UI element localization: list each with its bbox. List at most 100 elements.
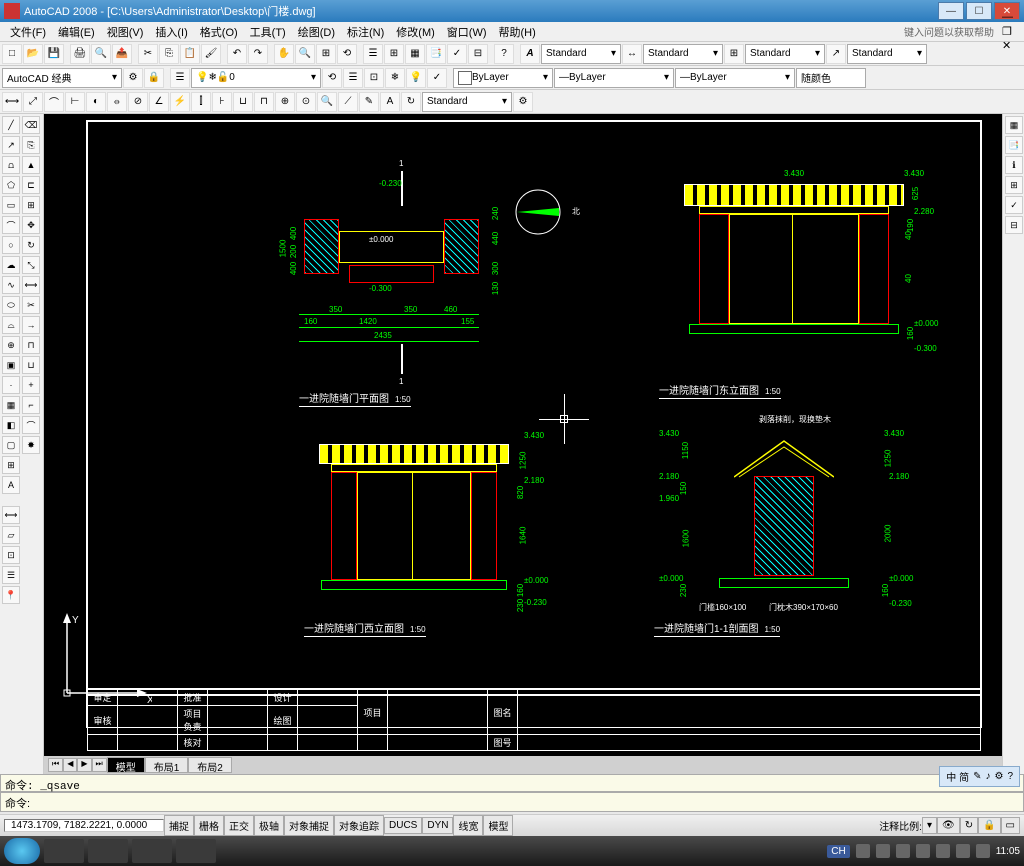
insert-tool[interactable]: ⊕ xyxy=(2,336,20,354)
doc-minimize-button[interactable]: — xyxy=(1002,11,1020,25)
area-tool[interactable]: ▱ xyxy=(2,526,20,544)
markup-set-button[interactable]: ✓ xyxy=(1005,196,1023,214)
menu-modify[interactable]: 修改(M) xyxy=(390,22,441,42)
linetype-combo[interactable]: — ByLayer▾ xyxy=(554,68,674,88)
zoom-window-button[interactable]: ⊞ xyxy=(316,44,336,64)
jogged-linear-button[interactable]: ⟋ xyxy=(338,92,358,112)
mleader-style-icon[interactable]: ↗ xyxy=(826,44,846,64)
polygon-tool[interactable]: ⬠ xyxy=(2,176,20,194)
chamfer-tool[interactable]: ⌐ xyxy=(22,396,40,414)
snap-toggle[interactable]: 捕捉 xyxy=(164,815,194,836)
maximize-button[interactable]: ☐ xyxy=(966,2,992,20)
rotate-tool[interactable]: ↻ xyxy=(22,236,40,254)
table-style-icon[interactable]: ⊞ xyxy=(724,44,744,64)
rectangle-tool[interactable]: ▭ xyxy=(2,196,20,214)
tab-next[interactable]: ▶ xyxy=(77,758,91,772)
list-tool[interactable]: ☰ xyxy=(2,566,20,584)
cut-button[interactable]: ✂ xyxy=(138,44,158,64)
zoom-previous-button[interactable]: ⟲ xyxy=(337,44,357,64)
tray-icon[interactable] xyxy=(856,844,870,858)
publish-button[interactable]: 📤 xyxy=(112,44,132,64)
sheet-set-button[interactable]: 📑 xyxy=(1005,136,1023,154)
break-tool[interactable]: ⊔ xyxy=(22,356,40,374)
table-tool[interactable]: ⊞ xyxy=(2,456,20,474)
lock-ui-button[interactable]: 🔒 xyxy=(978,817,1000,834)
taskbar-item[interactable] xyxy=(44,839,84,863)
dim-diameter-button[interactable]: ⊘ xyxy=(128,92,148,112)
trim-tool[interactable]: ✂ xyxy=(22,296,40,314)
distance-tool[interactable]: ⟷ xyxy=(2,506,20,524)
extend-tool[interactable]: → xyxy=(22,316,40,334)
point-tool[interactable]: · xyxy=(2,376,20,394)
line-tool[interactable]: ╱ xyxy=(2,116,20,134)
menu-dimension[interactable]: 标注(N) xyxy=(341,22,390,42)
dim-linear-button[interactable]: ⟷ xyxy=(2,92,22,112)
ellipse-arc-tool[interactable]: ⌓ xyxy=(2,316,20,334)
plotstyle-combo[interactable]: 随颜色 xyxy=(796,68,866,88)
preview-button[interactable]: 🔍 xyxy=(91,44,111,64)
copy-button[interactable]: ⎘ xyxy=(159,44,179,64)
layer-manager-button[interactable]: ☰ xyxy=(170,68,190,88)
dim-quick-button[interactable]: ⚡ xyxy=(170,92,190,112)
dim-radius-button[interactable]: ◐ xyxy=(86,92,106,112)
center-mark-button[interactable]: ⊙ xyxy=(296,92,316,112)
region-tool[interactable]: ▢ xyxy=(2,436,20,454)
tray-icon[interactable] xyxy=(916,844,930,858)
taskbar-item[interactable] xyxy=(132,839,172,863)
menu-view[interactable]: 视图(V) xyxy=(101,22,150,42)
xline-tool[interactable]: ↗ xyxy=(2,136,20,154)
menu-draw[interactable]: 绘图(D) xyxy=(292,22,341,42)
osnap-toggle[interactable]: 对象捕捉 xyxy=(284,815,334,836)
zoom-button[interactable]: 🔍 xyxy=(295,44,315,64)
pline-tool[interactable]: ⩍ xyxy=(2,156,20,174)
start-button[interactable] xyxy=(4,838,40,864)
erase-tool[interactable]: ⌫ xyxy=(22,116,40,134)
clock[interactable]: 11:05 xyxy=(996,846,1020,857)
tray-icon[interactable] xyxy=(936,844,950,858)
open-button[interactable]: 📂 xyxy=(23,44,43,64)
ortho-toggle[interactable]: 正交 xyxy=(224,815,254,836)
fillet-tool[interactable]: ⌒ xyxy=(22,416,40,434)
dim-continue-button[interactable]: ⊦ xyxy=(212,92,232,112)
layer-iso-button[interactable]: ⊡ xyxy=(364,68,384,88)
id-tool[interactable]: 📍 xyxy=(2,586,20,604)
menu-file[interactable]: 文件(F) xyxy=(4,22,52,42)
dim-angular-button[interactable]: ∠ xyxy=(149,92,169,112)
stretch-tool[interactable]: ⟷ xyxy=(22,276,40,294)
dim-style-icon[interactable]: ↔ xyxy=(622,44,642,64)
menu-window[interactable]: 窗口(W) xyxy=(441,22,493,42)
info-palette-button[interactable]: ℹ xyxy=(1005,156,1023,174)
copy-tool[interactable]: ⎘ xyxy=(22,136,40,154)
dimstyle-button[interactable]: ⚙ xyxy=(513,92,533,112)
tab-model[interactable]: 模型 xyxy=(107,757,145,773)
ime-bar[interactable]: 中 简✎♪⚙? xyxy=(939,766,1020,787)
menu-insert[interactable]: 插入(I) xyxy=(149,22,193,42)
layer-state-button[interactable]: ☰ xyxy=(343,68,363,88)
tab-last[interactable]: ⏭ xyxy=(92,758,107,772)
color-combo[interactable]: ByLayer▾ xyxy=(453,68,553,88)
dim-ordinate-button[interactable]: ⊢ xyxy=(65,92,85,112)
mleader-style-combo[interactable]: Standard▾ xyxy=(847,44,927,64)
annoautoscale-button[interactable]: ↻ xyxy=(960,817,978,834)
lineweight-combo[interactable]: — ByLayer▾ xyxy=(675,68,795,88)
revcloud-tool[interactable]: ☁ xyxy=(2,256,20,274)
toolpalette-button[interactable]: ▦ xyxy=(405,44,425,64)
clean-screen-button[interactable]: ▭ xyxy=(1001,817,1020,834)
join-tool[interactable]: + xyxy=(22,376,40,394)
text-style-combo[interactable]: Standard▾ xyxy=(541,44,621,64)
lwt-toggle[interactable]: 线宽 xyxy=(453,815,483,836)
dim-break-button[interactable]: ⊓ xyxy=(254,92,274,112)
arc-tool[interactable]: ⌒ xyxy=(2,216,20,234)
workspace-combo[interactable]: AutoCAD 经典▾ xyxy=(2,68,122,88)
model-toggle[interactable]: 模型 xyxy=(483,815,513,836)
break-point-tool[interactable]: ⊓ xyxy=(22,336,40,354)
calc-button[interactable]: ⊟ xyxy=(468,44,488,64)
markup-button[interactable]: ✓ xyxy=(447,44,467,64)
workspace-lock-button[interactable]: 🔒 xyxy=(144,68,164,88)
tray-icon[interactable] xyxy=(896,844,910,858)
menu-edit[interactable]: 编辑(E) xyxy=(52,22,101,42)
tray-icon[interactable] xyxy=(956,844,970,858)
gradient-tool[interactable]: ◧ xyxy=(2,416,20,434)
text-style-icon[interactable]: A xyxy=(520,44,540,64)
undo-button[interactable]: ↶ xyxy=(227,44,247,64)
